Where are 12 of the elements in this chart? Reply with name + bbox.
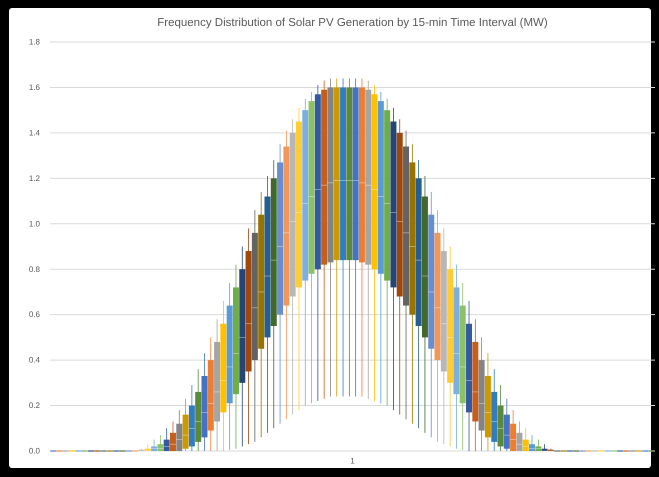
y-tick-label: 0.4 xyxy=(28,356,41,365)
chart-title: Frequency Distribution of Solar PV Generation by 15-min Time Interval (MW) xyxy=(157,17,548,29)
x-tick-label: 1 xyxy=(350,456,356,466)
y-tick-label: 1.0 xyxy=(28,219,41,228)
y-tick-label: 0.0 xyxy=(28,446,41,456)
y-tick-label: 1.8 xyxy=(28,38,41,47)
y-tick-label: 1.2 xyxy=(28,174,41,183)
y-tick-label: 0.8 xyxy=(28,264,41,274)
y-tick-label: 0.6 xyxy=(28,310,41,320)
y-tick-label: 1.4 xyxy=(28,128,41,138)
y-tick-label: 0.2 xyxy=(28,401,41,410)
y-tick-label: 1.6 xyxy=(28,83,41,92)
